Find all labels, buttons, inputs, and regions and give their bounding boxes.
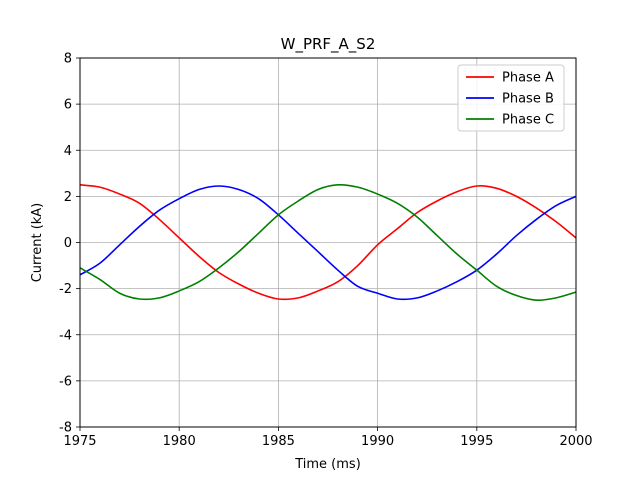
y-tick-label: 6: [64, 98, 72, 113]
y-tick-label: -6: [59, 374, 72, 389]
series-line-phase-b: [79, 185, 577, 301]
y-tick-label: -2: [59, 282, 72, 297]
legend-entry-label: Phase B: [502, 92, 554, 107]
x-tick-label: 1990: [361, 434, 394, 449]
series-line-phase-c: [79, 183, 577, 302]
x-tick-label: 1985: [262, 434, 295, 449]
y-axis-label: Current (kA): [30, 203, 45, 283]
y-tick-label: 2: [64, 190, 72, 205]
y-tick-label: 0: [64, 236, 72, 251]
x-tick-label: 2000: [559, 434, 592, 449]
chart-title: W_PRF_A_S2: [281, 35, 376, 54]
series-line-phase-a: [79, 184, 577, 301]
y-tick-label: -8: [59, 421, 72, 436]
y-tick-label: -4: [59, 328, 72, 343]
y-tick-label: 4: [64, 144, 72, 159]
x-tick-label: 1975: [63, 434, 96, 449]
legend-box: [457, 64, 565, 132]
y-tick-label: 8: [64, 52, 72, 67]
x-tick-label: 1980: [163, 434, 196, 449]
legend-entry-label: Phase C: [502, 113, 554, 128]
series-lines: [79, 183, 577, 302]
y-axis-ticks: -8 -6 -4 -2 0 2 4 6 8: [59, 52, 80, 436]
x-axis-label: Time (ms): [294, 457, 361, 472]
x-tick-label: 1995: [460, 434, 493, 449]
legend-entry-label: Phase A: [502, 71, 554, 86]
legend: Phase A Phase B Phase C: [457, 64, 565, 132]
x-axis-ticks: 1975 1980 1985 1990 1995 2000: [63, 427, 593, 449]
